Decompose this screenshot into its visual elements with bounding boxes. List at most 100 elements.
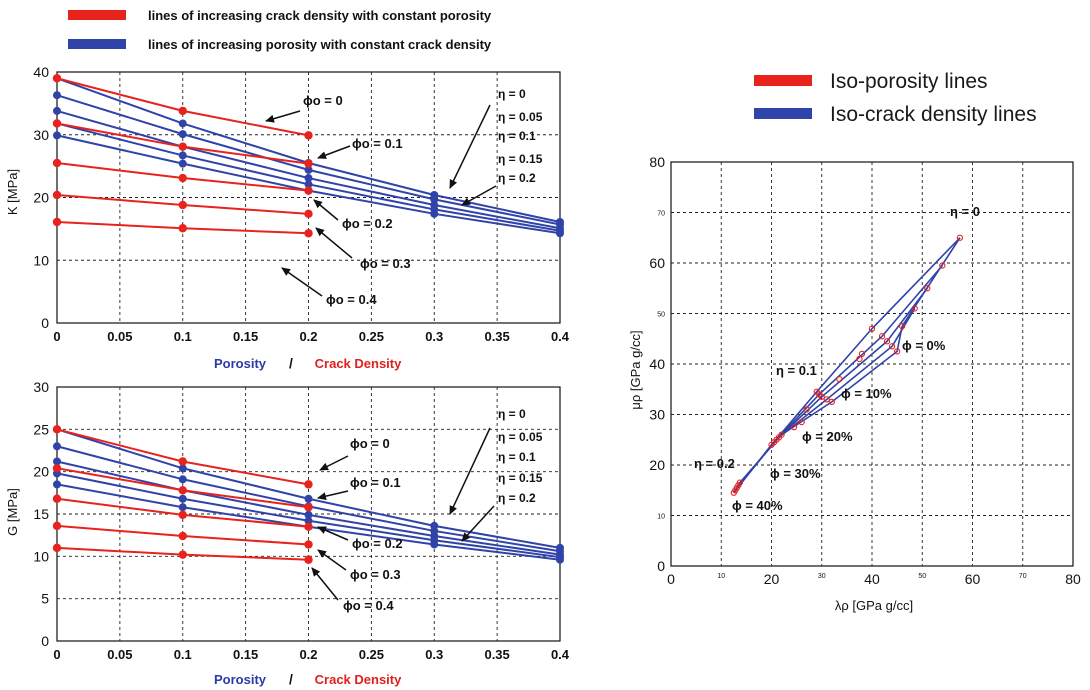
lmr-iso-porosity-point (778, 431, 785, 438)
lmr-ann-eta01: η = 0.1 (776, 363, 817, 378)
g-ann-phi1: ϕo = 0.1 (350, 475, 401, 490)
g-ticks: 0 0.05 0.1 0.15 0.2 0.25 0.3 0.35 0.4 0 5 10 15 20 25 3… (33, 379, 569, 662)
k-red-point (52, 74, 62, 83)
lmr-iso-porosity-point (911, 305, 918, 312)
k-red-point (304, 186, 313, 195)
k-annotations: ϕo = 0 ϕo = 0.1 ϕo = 0.2 ϕo = 0.3 ϕo = 0… (265, 87, 543, 307)
k-x-tick-label: 0.25 (359, 329, 384, 344)
k-red-point (304, 209, 313, 219)
lmr-iso-crack-end-cap (901, 237, 961, 327)
k-red-point (178, 173, 187, 183)
lmr-y-tick-label: 20 (649, 457, 665, 473)
lmr-iso-porosity-point (803, 406, 810, 413)
k-ann-phi3: ϕo = 0.3 (360, 256, 411, 271)
lmr-iso-crack-line (736, 287, 928, 489)
g-red-point (52, 494, 62, 503)
legend-right: Iso-porosity lines Iso-crack density lin… (754, 70, 1037, 126)
k-x-tick-label: 0.1 (174, 329, 192, 344)
g-y-tick-label: 15 (33, 506, 49, 522)
k-red-point (304, 131, 313, 140)
g-red-point (178, 510, 187, 520)
g-xlabel-separator: / (289, 671, 293, 687)
lmr-y-tick-label: 0 (657, 558, 665, 574)
legend-iso-porosity-label: Iso-porosity lines (830, 70, 988, 93)
k-arrow-phi3 (315, 227, 353, 259)
k-ann-eta02: η = 0.2 (498, 171, 536, 185)
lmr-series (730, 234, 964, 496)
lmr-x-minor-tick-label: 50 (918, 573, 926, 580)
k-red-point (178, 106, 187, 116)
lmr-y-axis-label: μρ [GPa g/cc] (628, 330, 643, 409)
k-x-tick-label: 0 (53, 329, 60, 344)
lmr-y-tick-label: 30 (649, 407, 665, 423)
legend-red-label: lines of increasing crack density with c… (148, 8, 492, 23)
lmr-iso-porosity-point (868, 325, 876, 332)
k-red-point (52, 158, 62, 168)
g-y-tick-label: 20 (33, 464, 49, 480)
k-arrow-eta02 (461, 185, 497, 206)
lmr-iso-crack-line (734, 265, 943, 491)
g-y-tick-label: 5 (41, 591, 49, 607)
g-xlabel-crack-density: Crack Density (315, 672, 402, 687)
lmr-iso-porosity-point (790, 423, 798, 431)
k-blue-point (53, 131, 61, 140)
lmr-y-tick-label: 60 (649, 255, 665, 271)
legend-left: lines of increasing crack density with c… (68, 8, 492, 52)
lmr-iso-crack-line (733, 237, 961, 494)
k-red-point (178, 200, 187, 210)
lmr-iso-crack-line (739, 325, 903, 484)
g-red-point (52, 425, 62, 434)
k-blue-point (178, 119, 187, 128)
g-arrow-phi4 (311, 567, 339, 601)
lmr-iso-porosity-point (858, 350, 866, 358)
k-xlabel-separator: / (289, 355, 293, 371)
lmr-ann-eta02: η = 0.2 (694, 456, 735, 471)
lmr-ann-phi10: ϕ = 10% (841, 386, 892, 401)
lmr-x-tick-label: 40 (864, 571, 880, 587)
g-blue-point (53, 480, 61, 489)
g-x-tick-label: 0.25 (359, 647, 384, 662)
k-arrow-phi0 (265, 110, 301, 123)
k-red-point (52, 190, 62, 200)
k-x-axis-label: Porosity / Crack Density (214, 355, 402, 371)
chart-shear-modulus-g: 0 0.05 0.1 0.15 0.2 0.25 0.3 0.35 0.4 0 5 10 15 20 25 3… (5, 379, 570, 687)
g-red-point (178, 531, 187, 541)
g-ann-eta01: η = 0.1 (498, 450, 536, 464)
lmr-iso-porosity-point (878, 333, 886, 340)
chart-lambda-mu-rho: 0 20 40 60 80 10 30 50 70 0 20 30 40 60 80 10 50 70 λρ [G… (628, 154, 1081, 613)
lmr-iso-porosity-point (888, 343, 896, 350)
lmr-iso-porosity-point (939, 262, 946, 269)
lmr-y-minor-tick-label: 70 (657, 211, 665, 218)
lmr-y-minor-tick-label: 50 (657, 312, 665, 319)
lmr-iso-porosity-point (836, 375, 843, 383)
lmr-iso-porosity-point (893, 348, 901, 355)
k-xlabel-porosity: Porosity (214, 356, 267, 371)
g-ann-eta015: η = 0.15 (498, 471, 543, 485)
lmr-iso-porosity-point (736, 479, 743, 486)
k-y-axis-label: K [MPa] (5, 169, 20, 215)
g-blue-point (556, 555, 564, 564)
g-blue-point (53, 442, 61, 451)
g-arrow-eta0 (449, 427, 491, 515)
lmr-ann-phi40: ϕ = 40% (732, 498, 783, 513)
k-blue-point (430, 209, 439, 218)
g-x-tick-label: 0.05 (107, 647, 132, 662)
lmr-ann-phi0: ϕ = 0% (902, 338, 946, 353)
legend-blue-swatch (68, 39, 126, 49)
g-blue-point (304, 516, 313, 525)
legend-iso-crack-swatch (754, 108, 812, 119)
k-ann-phi4: ϕo = 0.4 (326, 292, 377, 307)
k-ann-eta01: η = 0.1 (498, 129, 536, 143)
k-y-tick-label: 10 (33, 252, 49, 268)
lmr-iso-porosity-point (899, 322, 906, 330)
k-blue-point (53, 91, 61, 100)
k-grid (56, 71, 561, 324)
k-y-tick-label: 0 (41, 315, 49, 331)
lmr-y-minor-tick-label: 10 (657, 514, 665, 521)
g-y-tick-label: 10 (33, 548, 49, 564)
g-ann-eta0: η = 0 (498, 407, 526, 421)
g-x-tick-label: 0.2 (299, 647, 317, 662)
k-x-tick-label: 0.15 (233, 329, 258, 344)
lmr-x-tick-label: 60 (965, 571, 981, 587)
k-ann-eta005: η = 0.05 (498, 110, 543, 124)
